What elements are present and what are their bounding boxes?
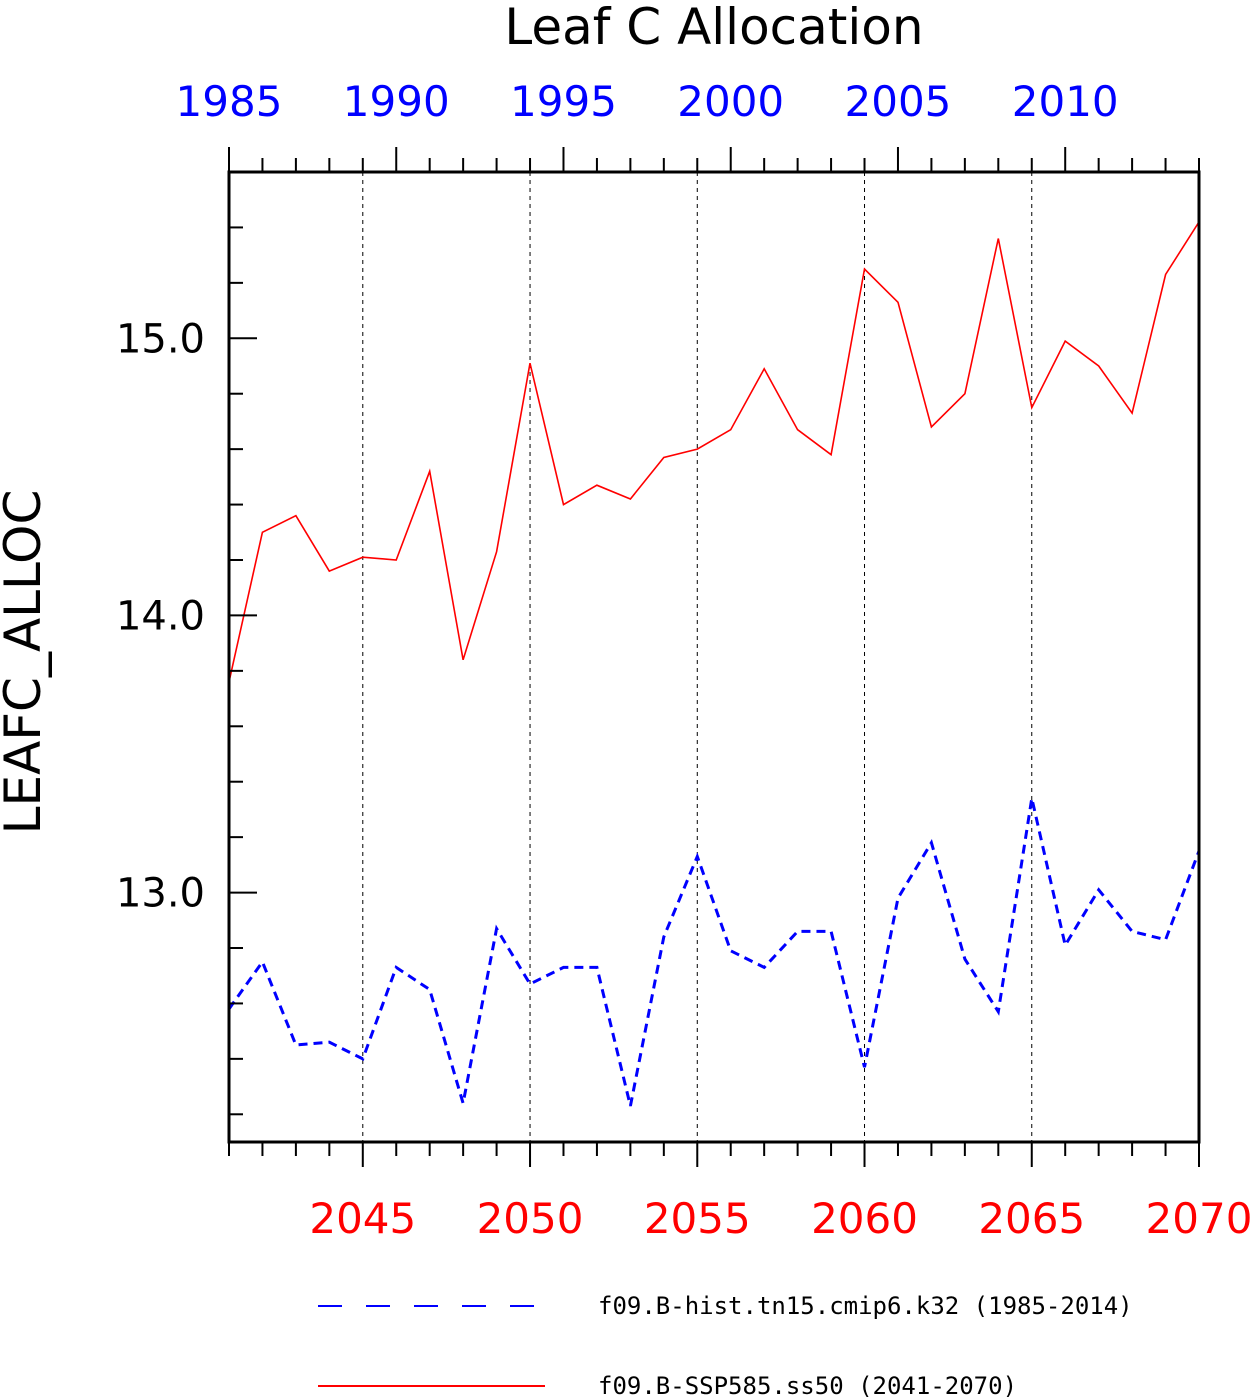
- bottom-tick-label-2070: 2070: [1146, 1194, 1253, 1243]
- bottom-tick-label-2045: 2045: [309, 1194, 416, 1243]
- y-tick-label-15: 15.0: [116, 316, 205, 362]
- top-tick-label-2000: 2000: [677, 77, 784, 126]
- y-axis-label: LEAFC_ALLOC: [0, 490, 52, 835]
- series-layer: [227, 221, 1201, 1107]
- top-tick-label-2005: 2005: [845, 77, 952, 126]
- top-tick-label-1995: 1995: [510, 77, 617, 126]
- plot-frame: [227, 170, 1201, 1144]
- top-tick-label-1990: 1990: [343, 77, 450, 126]
- bottom-tick-label-2065: 2065: [978, 1194, 1085, 1243]
- legend-label-1: f09.B-SSP585.ss50 (2041-2070): [598, 1372, 1017, 1400]
- y-tick-label-13: 13.0: [116, 871, 205, 917]
- axis-ticks: [228, 147, 1200, 1167]
- chart-title: Leaf C Allocation: [504, 0, 923, 56]
- legend-label-0: f09.B-hist.tn15.cmip6.k32 (1985-2014): [598, 1292, 1133, 1320]
- y-tick-label-14: 14.0: [116, 593, 205, 639]
- tick-labels: 2045 2050 2055 2060 2065 2070 1985 1990 1995 2000…: [116, 77, 1253, 1243]
- legend: f09.B-hist.tn15.cmip6.k32 (1985-2014) f09…: [318, 1292, 1133, 1400]
- series-line-hist: [227, 797, 1201, 1107]
- bottom-tick-label-2050: 2050: [477, 1194, 584, 1243]
- vertical-grid: [362, 172, 1033, 1142]
- top-tick-label-2010: 2010: [1012, 77, 1119, 126]
- series-line-ssp585: [228, 221, 1200, 683]
- bottom-tick-label-2060: 2060: [811, 1194, 918, 1243]
- top-tick-label-1985: 1985: [176, 77, 283, 126]
- bottom-tick-label-2055: 2055: [644, 1194, 751, 1243]
